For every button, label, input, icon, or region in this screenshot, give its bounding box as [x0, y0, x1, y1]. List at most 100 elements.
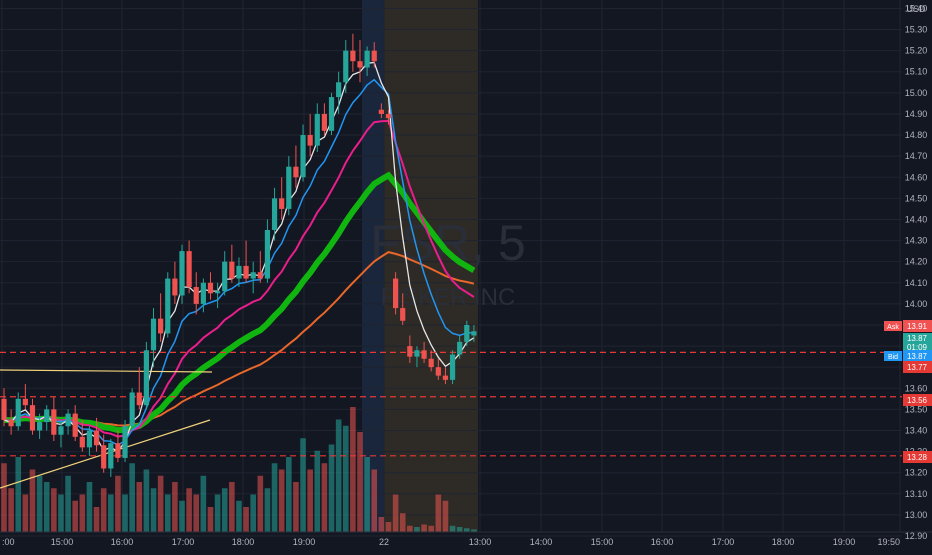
candle-body[interactable]: [449, 354, 456, 380]
candle-body[interactable]: [93, 430, 100, 446]
candle-body[interactable]: [222, 261, 228, 292]
candle-body[interactable]: [464, 324, 470, 342]
level-tag-2: 13.56: [903, 394, 932, 406]
candle-body[interactable]: [371, 50, 377, 62]
volume-bar: [229, 482, 235, 532]
price-tick-label: 13.40: [905, 425, 928, 435]
candle-body[interactable]: [136, 392, 142, 406]
candle-body[interactable]: [328, 97, 335, 131]
candle-body[interactable]: [364, 50, 370, 68]
volume-bar: [364, 457, 370, 532]
volume-bar: [456, 527, 463, 532]
watermark-symbol: FSR, 5: [370, 215, 526, 271]
candle-body[interactable]: [457, 341, 463, 355]
candle-body[interactable]: [58, 426, 64, 435]
candle-body[interactable]: [72, 413, 78, 437]
candle-body[interactable]: [15, 398, 21, 427]
candle-body[interactable]: [150, 318, 157, 351]
candle-body[interactable]: [350, 50, 356, 62]
candle-body[interactable]: [442, 375, 449, 380]
candle-body[interactable]: [65, 413, 71, 427]
price-tick-label: 12.90: [905, 531, 928, 541]
candle-body[interactable]: [336, 82, 342, 98]
volume-bar: [421, 524, 427, 532]
candle-body[interactable]: [435, 367, 441, 376]
volume-bar: [72, 500, 78, 532]
candle-body[interactable]: [108, 443, 114, 469]
volume-bar: [29, 469, 36, 532]
candle-body[interactable]: [172, 278, 178, 296]
candle-body[interactable]: [229, 261, 235, 279]
candle-body[interactable]: [165, 278, 171, 334]
candle-body[interactable]: [243, 265, 249, 279]
candle-body[interactable]: [129, 392, 135, 427]
candle-body[interactable]: [186, 251, 192, 287]
volume-bar: [43, 482, 50, 532]
candle-body[interactable]: [400, 308, 406, 321]
candle-body[interactable]: [357, 61, 363, 68]
volume-bar: [136, 482, 143, 532]
candle-body[interactable]: [22, 398, 28, 406]
candle-body[interactable]: [300, 135, 306, 178]
candle-body[interactable]: [471, 331, 477, 336]
volume-bar: [236, 500, 242, 532]
volume-bar: [378, 517, 385, 532]
price-tick-label: 14.10: [905, 278, 928, 288]
candle-body[interactable]: [44, 409, 50, 423]
candle-body[interactable]: [293, 166, 299, 178]
candle-body[interactable]: [143, 350, 149, 406]
candle-body[interactable]: [428, 358, 434, 368]
level-tag-2-value: 13.56: [907, 396, 928, 405]
candle-body[interactable]: [193, 286, 199, 304]
candle-body[interactable]: [250, 272, 256, 279]
candle-body[interactable]: [115, 443, 121, 458]
time-tick-label: 22: [379, 537, 389, 547]
candle-body[interactable]: [215, 291, 221, 294]
volume-bar: [321, 463, 328, 532]
candle-body[interactable]: [200, 282, 206, 304]
time-tick-label: 18:00: [232, 537, 255, 547]
candle-body[interactable]: [29, 405, 36, 431]
candle-body[interactable]: [407, 346, 413, 357]
candle-body[interactable]: [37, 422, 43, 431]
volume-bar: [471, 529, 477, 532]
candle-body[interactable]: [122, 426, 128, 458]
candle-body[interactable]: [279, 198, 285, 209]
candle-body[interactable]: [179, 251, 185, 296]
horizontal-levels[interactable]: [0, 351, 902, 457]
time-axis-ticks[interactable]: :00 15:00 16:00 17:00 18:00 19:00 22 13:00 14:00…: [2, 537, 900, 547]
candle-body[interactable]: [158, 318, 164, 334]
candle-body[interactable]: [1, 398, 7, 420]
candle-body[interactable]: [264, 230, 271, 279]
volume-bar: [278, 469, 285, 532]
candle-body[interactable]: [314, 113, 320, 146]
candle-body[interactable]: [8, 419, 14, 427]
candle-body[interactable]: [236, 265, 242, 279]
time-tick-label: 16:00: [651, 537, 674, 547]
ask-tag: Ask 13.91: [884, 320, 932, 332]
candle-body[interactable]: [321, 113, 327, 131]
candle-body[interactable]: [307, 135, 313, 146]
volume-bar: [342, 425, 349, 532]
candle-body[interactable]: [385, 113, 392, 119]
candle-body[interactable]: [421, 350, 427, 359]
volume-bar: [257, 475, 264, 532]
candle-body[interactable]: [271, 198, 278, 231]
candle-body[interactable]: [393, 278, 399, 309]
candle-body[interactable]: [79, 436, 85, 448]
candle-body[interactable]: [51, 409, 57, 435]
candle-body[interactable]: [207, 282, 214, 294]
candle-body[interactable]: [257, 272, 263, 279]
candle-body[interactable]: [286, 166, 292, 209]
candle-body[interactable]: [86, 430, 93, 448]
candle-body[interactable]: [378, 109, 384, 114]
volume-bar: [243, 507, 249, 532]
candle-body[interactable]: [414, 350, 420, 357]
trendline-horizontal[interactable]: [0, 369, 213, 373]
candle-body[interactable]: [101, 445, 107, 469]
candle-body[interactable]: [343, 50, 349, 83]
candlesticks[interactable]: [1, 33, 477, 477]
premarket-highlight: [362, 0, 384, 532]
